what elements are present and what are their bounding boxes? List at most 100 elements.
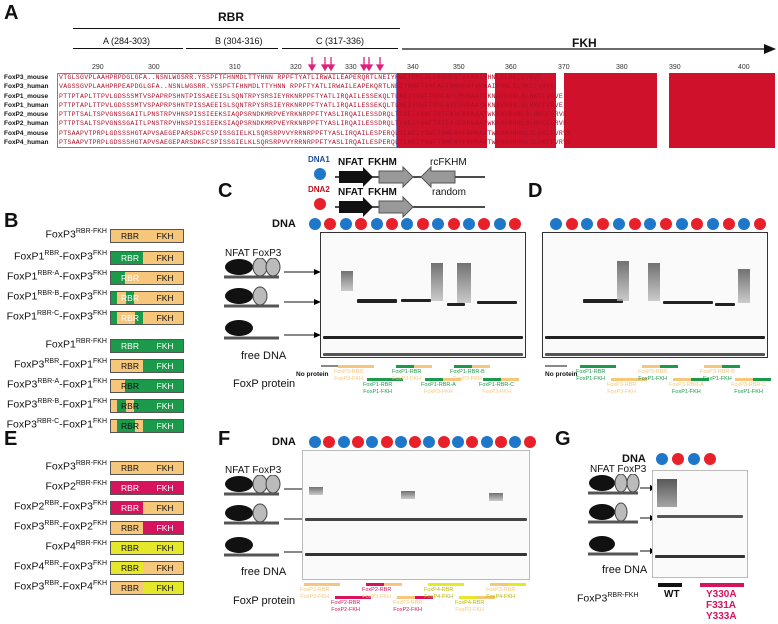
panel-label-e: E [4,428,18,450]
dna1-dot [480,436,493,448]
seq-name: FoxP4_mouse [4,129,49,137]
caption-rbr: FoxP3-RBR [607,382,637,388]
complex-band [489,493,503,501]
dna1-dot [314,168,326,180]
free-dna-band [545,336,765,339]
domain-c-label: C (317-336) [316,36,365,46]
fkh-label: FKH [156,463,174,473]
seq-row: PTTPTAPLTTPVLGDSSSMTVSPAPRPSHNTPISSAEEIS… [59,101,564,109]
linker-segment [143,360,147,372]
dna1-dot [644,218,657,230]
construct-label: FoxP3RBR-B-FoxP1FKH [7,398,107,411]
fkh-segment: FKH [147,420,183,432]
protein-bar-rbr [335,596,353,599]
dna2-dot [659,218,672,230]
free-dna-label-g: free DNA [602,564,648,576]
fkh-segment: FKH [147,462,183,474]
construct-label: FoxP3RBR-FoxP2FKH [14,520,107,533]
n-term-segment [111,252,117,264]
dna2-dot [523,436,536,448]
seq-row: PTTPTSALTSPVGNSSGAITLPNSTRPVHNSPISSIEEKS… [59,111,568,119]
sequence-rows: VTGLSGVPLAAHPRPDGLGFA..NSNLWGSRR.YSSPFTF… [59,73,571,147]
complex-band [648,263,660,301]
construct-region-2: FKH [93,520,107,527]
rbr-segment: RBR [117,360,143,372]
protein-bar-rbr [304,583,322,586]
complex-band [401,491,415,499]
sequence-names: FoxP3_mouse FoxP3_human FoxP1_mouse FoxP… [4,73,56,147]
n-term-segment [111,312,117,324]
construct-protein: FoxP3 [6,418,37,431]
fkh-label: FKH [156,421,174,431]
protein-bar-fkh [385,378,403,381]
nfat-label: NFAT [225,248,250,259]
caption-fkh: FoxP1-FKH [363,388,393,395]
construct-protein: FoxP3 [7,398,38,411]
protein-bar-rbr [483,378,501,381]
complex-cartoons-c [224,258,321,340]
panel-label-g: G [555,428,571,450]
linker-segment [143,582,147,594]
construct-bar: RBR FKH [110,521,184,535]
protein-caption: FoxP1-RBR-C FoxP3-FKH [479,382,514,395]
fkh-segment: FKH [147,380,183,392]
caption-rbr: FoxP1-RBR-C [479,382,515,388]
domain-b-label: B (304-316) [215,36,263,46]
fkhm-label-2: FKHM [368,187,397,198]
construct-region: RBR-FKH [75,228,107,235]
construct-protein: FoxP2 [45,480,76,493]
n-term-segment [111,230,117,242]
bottom-band [545,353,765,356]
construct-region: RBR [44,500,60,507]
construct-protein: FoxP1 [7,270,38,283]
complex-band [309,487,323,495]
protein-bar-fkh [384,583,402,586]
dna2-dot [447,218,460,230]
dna1-dot [675,218,688,230]
dna1-dot [493,218,506,230]
construct-label: FoxP2RBR-FKH [46,480,107,493]
dna1-dot [309,218,321,230]
foxp3-label: FoxP3 [617,464,647,475]
rbr-label: RBR [121,503,139,513]
construct-bar: RBR FKH [110,339,184,353]
mutant-label: Y330A F331A Y333A [706,589,737,622]
construct-label: FoxP3RBR-FKH [46,460,107,473]
protein-bar-rbr [366,583,384,586]
protein-bar-rbr [580,365,598,368]
construct-protein-2: -FoxP1 [59,398,93,411]
fkh-label: FKH [156,381,174,391]
linker-segment [143,562,147,574]
caption-rbr: FoxP1-RBR [363,382,393,388]
rbr-segment: RBR [117,340,143,352]
protein-bar-rbr [338,365,356,368]
protein-bar-fkh [414,365,432,368]
seq-row: PTSAAPVTPRPLGDSSSHGTAPVSAEGEPARSDKFCSPIS… [59,139,572,147]
dna2-dot [478,218,491,230]
complex-cartoons-g [588,474,656,556]
dna1-dot [463,218,475,230]
n-term-segment [111,340,117,352]
fkh-segment: FKH [147,272,183,284]
protein-bar-rbr [735,378,753,381]
protein-bar-rbr [673,378,691,381]
caption-fkh: FoxP3-FKH [607,388,637,395]
protein-bar-fkh [722,365,740,368]
seq-row: VAGSSGVPLAAHPRPEAPDGLGFA..NSNLWGSRR.YSSP… [59,83,555,91]
rbr-segment: RBR [117,312,143,324]
rcfkhm-label: rcFKHM [430,157,467,168]
complex-band [477,301,517,304]
construct-protein: FoxP3 [45,228,76,241]
nfat-foxp3-label-f: NFAT FoxP3 [225,465,281,476]
construct-protein: FoxP3 [7,378,38,391]
construct-label: FoxP2RBR-FoxP3FKH [14,500,107,513]
complex-band [738,269,750,303]
foxp3-label: FoxP3 [252,248,282,259]
tick-290: 290 [92,64,104,71]
fkh-label: FKH [156,231,174,241]
n-term-segment [111,542,117,554]
rbr-segment: RBR [117,462,143,474]
fkh-label: FKH [156,253,174,263]
construct-bar: RBR FKH [110,291,184,305]
rbr-label: RBR [121,583,139,593]
